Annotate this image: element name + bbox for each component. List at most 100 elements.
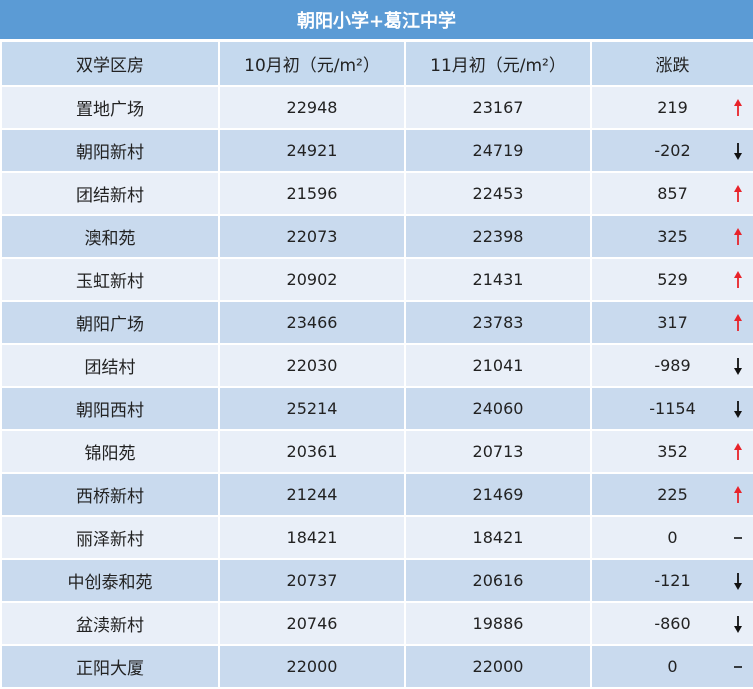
table-row: 朝阳西村 25214 24060 -1154: [0, 386, 753, 431]
price-change-cell: -121: [590, 558, 753, 603]
price-change-value: 317: [657, 313, 688, 332]
table-row: 团结新村 21596 22453 857: [0, 171, 753, 216]
table-row: 团结村 22030 21041 -989: [0, 343, 753, 388]
price-change-value: 857: [657, 184, 688, 203]
trend-up-icon: [731, 226, 745, 248]
estate-name: 团结新村: [0, 171, 220, 216]
november-price: 19886: [404, 601, 592, 646]
table-row: 澳和苑 22073 22398 325: [0, 214, 753, 259]
estate-name: 置地广场: [0, 85, 220, 130]
october-price: 22948: [218, 85, 406, 130]
table-row: 锦阳苑 20361 20713 352: [0, 429, 753, 474]
november-price: 22398: [404, 214, 592, 259]
table-row: 玉虹新村 20902 21431 529: [0, 257, 753, 302]
october-price: 22000: [218, 644, 406, 689]
price-change-value: 219: [657, 98, 688, 117]
table-row: 朝阳新村 24921 24719 -202: [0, 128, 753, 173]
november-price: 23167: [404, 85, 592, 130]
trend-up-icon: [731, 97, 745, 119]
estate-name: 朝阳广场: [0, 300, 220, 345]
table-row: 正阳大厦 22000 22000 0: [0, 644, 753, 689]
trend-down-icon: [731, 570, 745, 592]
november-price: 21431: [404, 257, 592, 302]
price-change-cell: -989: [590, 343, 753, 388]
table-row: 朝阳广场 23466 23783 317: [0, 300, 753, 345]
table-row: 西桥新村 21244 21469 225: [0, 472, 753, 517]
estate-name: 朝阳西村: [0, 386, 220, 431]
price-change-cell: 0: [590, 644, 753, 689]
price-change-value: -202: [654, 141, 691, 160]
estate-name: 锦阳苑: [0, 429, 220, 474]
november-price: 20616: [404, 558, 592, 603]
column-header-november: 11月初（元/m²）: [404, 40, 592, 87]
november-price: 24719: [404, 128, 592, 173]
price-change-cell: 225: [590, 472, 753, 517]
price-change-cell: 857: [590, 171, 753, 216]
october-price: 21596: [218, 171, 406, 216]
estate-name: 正阳大厦: [0, 644, 220, 689]
price-change-value: 225: [657, 485, 688, 504]
estate-name: 中创泰和苑: [0, 558, 220, 603]
november-price: 23783: [404, 300, 592, 345]
october-price: 20902: [218, 257, 406, 302]
price-table: 双学区房 10月初（元/m²） 11月初（元/m²） 涨跌 置地广场 22948 2…: [0, 40, 753, 689]
october-price: 24921: [218, 128, 406, 173]
price-change-value: 0: [667, 528, 678, 547]
price-change-value: -860: [654, 614, 691, 633]
table-row: 丽泽新村 18421 18421 0: [0, 515, 753, 560]
price-change-cell: 0: [590, 515, 753, 560]
price-change-value: 325: [657, 227, 688, 246]
october-price: 25214: [218, 386, 406, 431]
column-header-october: 10月初（元/m²）: [218, 40, 406, 87]
november-price: 20713: [404, 429, 592, 474]
price-change-cell: 352: [590, 429, 753, 474]
october-price: 21244: [218, 472, 406, 517]
october-price: 18421: [218, 515, 406, 560]
price-change-cell: -860: [590, 601, 753, 646]
october-price: 20361: [218, 429, 406, 474]
table-body: 置地广场 22948 23167 219 朝阳新村 24921 24719 -202 团结新村 2…: [0, 85, 753, 689]
price-change-cell: 325: [590, 214, 753, 259]
trend-up-icon: [731, 312, 745, 334]
estate-name: 西桥新村: [0, 472, 220, 517]
table-title: 朝阳小学+葛江中学: [0, 0, 753, 40]
trend-down-icon: [731, 355, 745, 377]
november-price: 21469: [404, 472, 592, 517]
estate-name: 盆渎新村: [0, 601, 220, 646]
trend-up-icon: [731, 441, 745, 463]
october-price: 23466: [218, 300, 406, 345]
price-change-cell: -202: [590, 128, 753, 173]
price-change-value: -1154: [649, 399, 696, 418]
estate-name: 朝阳新村: [0, 128, 220, 173]
october-price: 22073: [218, 214, 406, 259]
estate-name: 团结村: [0, 343, 220, 388]
price-change-value: 352: [657, 442, 688, 461]
price-change-value: 529: [657, 270, 688, 289]
header-row: 双学区房 10月初（元/m²） 11月初（元/m²） 涨跌: [0, 40, 753, 87]
price-change-value: -989: [654, 356, 691, 375]
price-change-value: -121: [654, 571, 691, 590]
estate-name: 澳和苑: [0, 214, 220, 259]
trend-flat-icon: [731, 656, 745, 678]
trend-down-icon: [731, 398, 745, 420]
trend-up-icon: [731, 484, 745, 506]
october-price: 20737: [218, 558, 406, 603]
november-price: 21041: [404, 343, 592, 388]
estate-name: 丽泽新村: [0, 515, 220, 560]
column-header-estate: 双学区房: [0, 40, 220, 87]
november-price: 18421: [404, 515, 592, 560]
table-row: 中创泰和苑 20737 20616 -121: [0, 558, 753, 603]
price-change-cell: 219: [590, 85, 753, 130]
price-change-cell: -1154: [590, 386, 753, 431]
november-price: 22453: [404, 171, 592, 216]
price-change-value: 0: [667, 657, 678, 676]
table-row: 置地广场 22948 23167 219: [0, 85, 753, 130]
column-header-change: 涨跌: [590, 40, 753, 87]
trend-up-icon: [731, 183, 745, 205]
trend-down-icon: [731, 140, 745, 162]
october-price: 22030: [218, 343, 406, 388]
table-row: 盆渎新村 20746 19886 -860: [0, 601, 753, 646]
trend-up-icon: [731, 269, 745, 291]
estate-name: 玉虹新村: [0, 257, 220, 302]
